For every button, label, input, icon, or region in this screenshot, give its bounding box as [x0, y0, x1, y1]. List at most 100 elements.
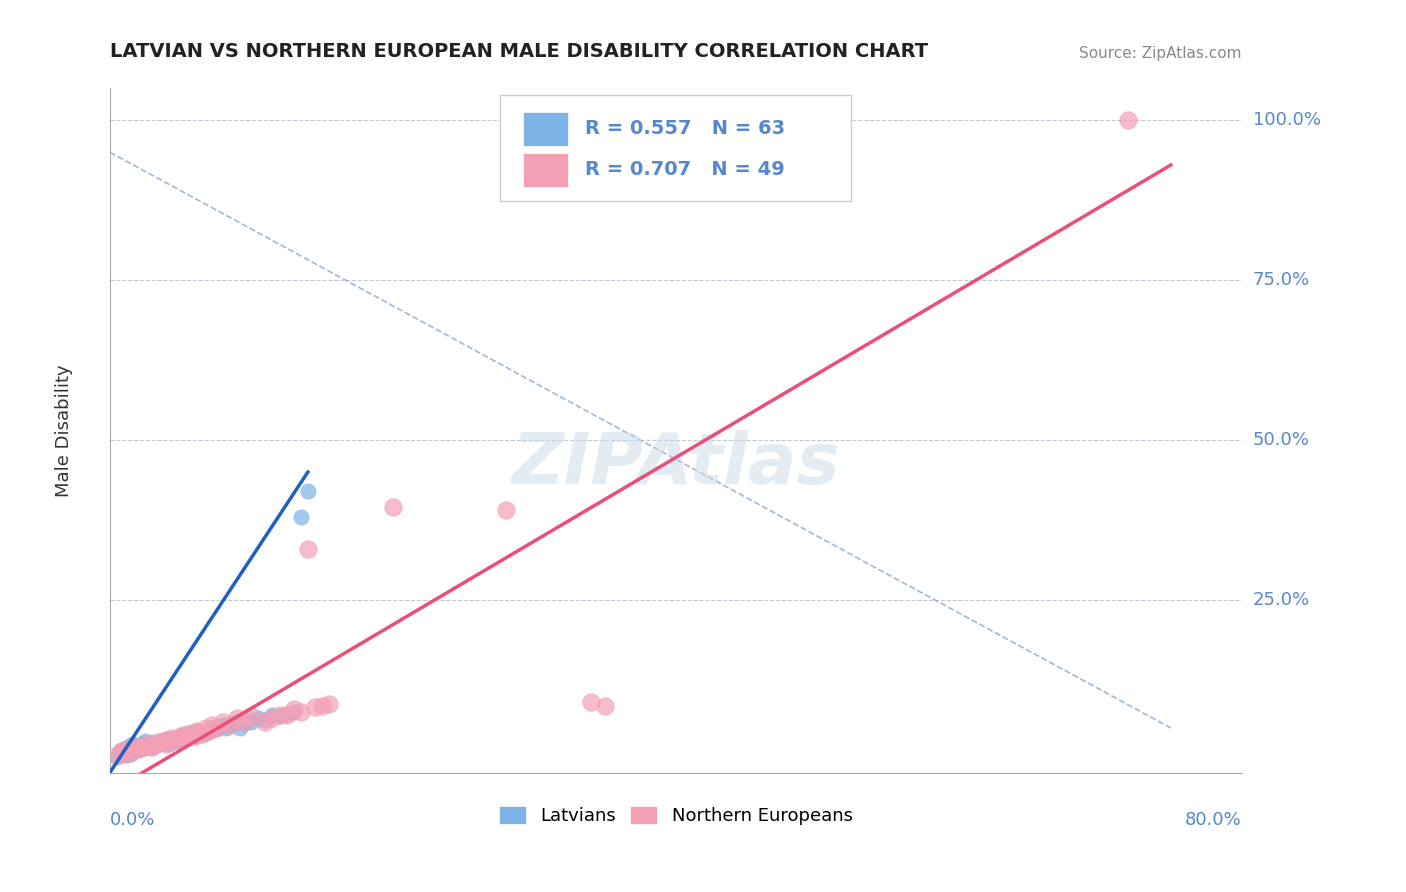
Point — [254, 714, 277, 729]
Point — [198, 724, 221, 739]
Point — [190, 727, 212, 741]
Point — [124, 743, 146, 757]
Point — [290, 705, 312, 719]
Point — [134, 741, 156, 756]
Point — [176, 727, 198, 741]
Point — [127, 740, 149, 755]
Point — [110, 743, 132, 757]
Point — [129, 737, 152, 751]
Point — [129, 741, 152, 756]
Point — [205, 721, 228, 735]
Point — [183, 729, 205, 743]
Point — [290, 509, 312, 524]
Point — [124, 739, 146, 753]
Point — [120, 743, 142, 757]
Point — [169, 731, 191, 745]
Point — [190, 727, 212, 741]
Point — [108, 747, 131, 761]
Point — [212, 714, 235, 729]
Point — [269, 709, 291, 723]
Point — [138, 737, 160, 751]
Point — [205, 723, 228, 737]
Point — [172, 731, 194, 745]
Point — [593, 698, 616, 713]
Point — [152, 735, 174, 749]
FancyBboxPatch shape — [523, 153, 568, 187]
Text: 50.0%: 50.0% — [1253, 431, 1309, 449]
Point — [115, 741, 138, 756]
Text: 25.0%: 25.0% — [1253, 591, 1310, 609]
Point — [172, 727, 194, 741]
Point — [169, 733, 191, 747]
Point — [155, 733, 177, 747]
Point — [224, 715, 246, 730]
Point — [148, 735, 170, 749]
Text: 80.0%: 80.0% — [1185, 811, 1241, 830]
Point — [183, 726, 205, 740]
Point — [112, 745, 135, 759]
Point — [129, 740, 152, 755]
Point — [186, 724, 208, 739]
Text: ZIPAtlas: ZIPAtlas — [512, 430, 839, 500]
Point — [127, 743, 149, 757]
Point — [155, 732, 177, 747]
Point — [141, 737, 163, 751]
FancyBboxPatch shape — [523, 112, 568, 146]
Point — [194, 721, 217, 735]
Point — [209, 720, 232, 734]
Point — [194, 726, 217, 740]
Point — [233, 714, 256, 729]
Text: R = 0.557   N = 63: R = 0.557 N = 63 — [585, 120, 786, 138]
Point — [152, 733, 174, 747]
Point — [318, 697, 340, 711]
Point — [1118, 113, 1140, 128]
Point — [134, 739, 156, 753]
Point — [110, 745, 132, 759]
Point — [117, 740, 139, 755]
Point — [226, 714, 249, 729]
Point — [148, 733, 170, 747]
Point — [183, 729, 205, 743]
Point — [141, 740, 163, 755]
Point — [120, 741, 142, 756]
Point — [112, 747, 135, 762]
Point — [176, 731, 198, 745]
Text: 0.0%: 0.0% — [110, 811, 155, 830]
Point — [180, 726, 202, 740]
Point — [127, 741, 149, 756]
Point — [283, 705, 305, 719]
Point — [262, 711, 284, 725]
Point — [162, 733, 184, 747]
Point — [141, 735, 163, 749]
Point — [226, 711, 249, 725]
Text: R = 0.707   N = 49: R = 0.707 N = 49 — [585, 161, 785, 179]
Point — [115, 747, 138, 761]
Text: 100.0%: 100.0% — [1253, 112, 1320, 129]
Point — [229, 721, 252, 735]
Point — [212, 718, 235, 732]
Point — [169, 729, 191, 743]
Point — [495, 503, 517, 517]
Point — [240, 709, 263, 723]
Point — [121, 737, 143, 751]
Text: Source: ZipAtlas.com: Source: ZipAtlas.com — [1078, 45, 1241, 61]
Point — [304, 700, 326, 714]
Point — [162, 731, 184, 745]
Point — [134, 733, 156, 747]
Point — [219, 718, 242, 732]
Point — [124, 740, 146, 755]
Point — [201, 718, 224, 732]
Point — [238, 713, 260, 727]
Point — [138, 737, 160, 751]
Point — [297, 541, 319, 556]
Point — [143, 737, 166, 751]
Point — [148, 737, 170, 751]
Point — [155, 737, 177, 751]
Point — [215, 721, 238, 735]
Point — [180, 727, 202, 741]
Point — [381, 500, 404, 515]
Point — [240, 714, 263, 729]
Point — [297, 484, 319, 499]
Point — [276, 706, 298, 721]
Point — [262, 708, 284, 723]
